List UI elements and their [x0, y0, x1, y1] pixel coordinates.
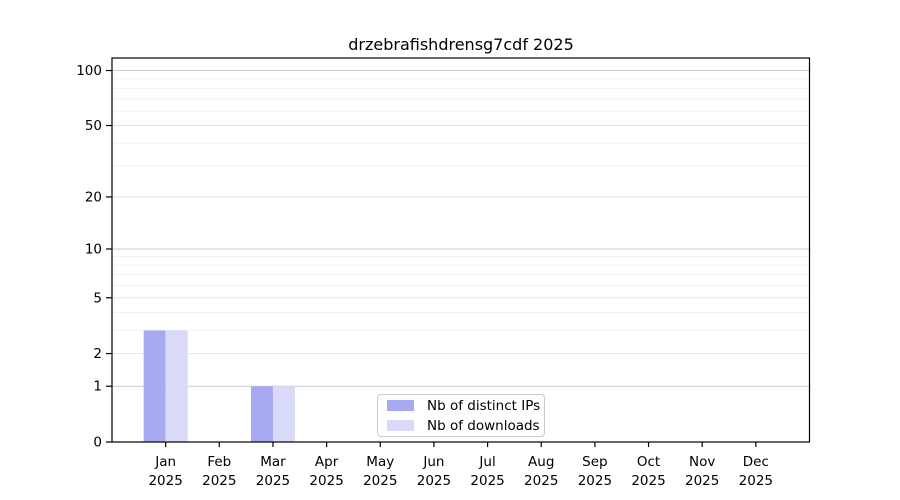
y-tick-label: 5 [93, 290, 102, 306]
bar-jan-series0 [143, 330, 166, 442]
bars [143, 330, 295, 442]
x-tick-label-year: 2025 [470, 473, 504, 489]
x-tick-label-year: 2025 [309, 473, 343, 489]
x-tick-label-month: Aug [528, 454, 554, 470]
x-tick-label-month: May [366, 454, 394, 470]
bar-mar-series0 [250, 386, 273, 442]
x-tick-label-year: 2025 [631, 473, 665, 489]
x-tick-label-month: Dec [743, 454, 769, 470]
plot-border [111, 57, 811, 443]
y-tick-label: 20 [85, 189, 102, 205]
y-tick-label: 2 [93, 346, 102, 362]
x-tick-label-year: 2025 [739, 473, 773, 489]
bar-jan-series1 [165, 330, 188, 442]
x-tick-label-year: 2025 [524, 473, 558, 489]
x-tick-label-year: 2025 [363, 473, 397, 489]
chart-title: drzebrafishdrensg7cdf 2025 [348, 35, 574, 54]
x-tick-label-month: Sep [582, 454, 607, 470]
x-tick-label-month: Jan [154, 454, 176, 470]
x-tick-label-month: Nov [689, 454, 715, 470]
legend-label-distinct-ips: Nb of distinct IPs [427, 397, 541, 414]
x-tick-label-year: 2025 [202, 473, 236, 489]
y-tick-label: 100 [76, 63, 102, 79]
x-tick-label-month: Feb [207, 454, 231, 470]
bar-mar-series1 [272, 386, 295, 442]
x-tick-label-month: Jun [422, 454, 444, 470]
y-tick-label: 10 [85, 241, 102, 257]
y-tick-label: 0 [93, 435, 102, 451]
x-tick-label-month: Mar [260, 454, 286, 470]
legend: Nb of distinct IPs Nb of downloads [377, 394, 545, 437]
x-tick-label-year: 2025 [148, 473, 182, 489]
y-gridlines [112, 70, 810, 387]
x-tick-label-year: 2025 [685, 473, 719, 489]
y-tick-label: 50 [85, 118, 102, 134]
x-tick-label-year: 2025 [256, 473, 290, 489]
x-tick-label-month: Apr [315, 454, 339, 470]
legend-label-downloads: Nb of downloads [427, 417, 540, 434]
x-tick-label-month: Oct [637, 454, 660, 470]
x-axis: Jan 2025 Feb 2025 Mar 2025 Apr 2025 May 2025 Jun 20… [148, 442, 773, 489]
legend-item-downloads: Nb of downloads [378, 416, 544, 435]
y-axis: 0 1 2 5 10 20 50 100 [76, 63, 112, 451]
x-tick-label-month: Jul [478, 454, 495, 470]
legend-swatch-distinct-ips-icon [387, 400, 414, 411]
x-tick-label-year: 2025 [417, 473, 451, 489]
legend-swatch-downloads-icon [387, 420, 414, 431]
x-tick-label-year: 2025 [578, 473, 612, 489]
legend-item-distinct-ips: Nb of distinct IPs [378, 396, 544, 415]
y-tick-label: 1 [93, 379, 102, 395]
